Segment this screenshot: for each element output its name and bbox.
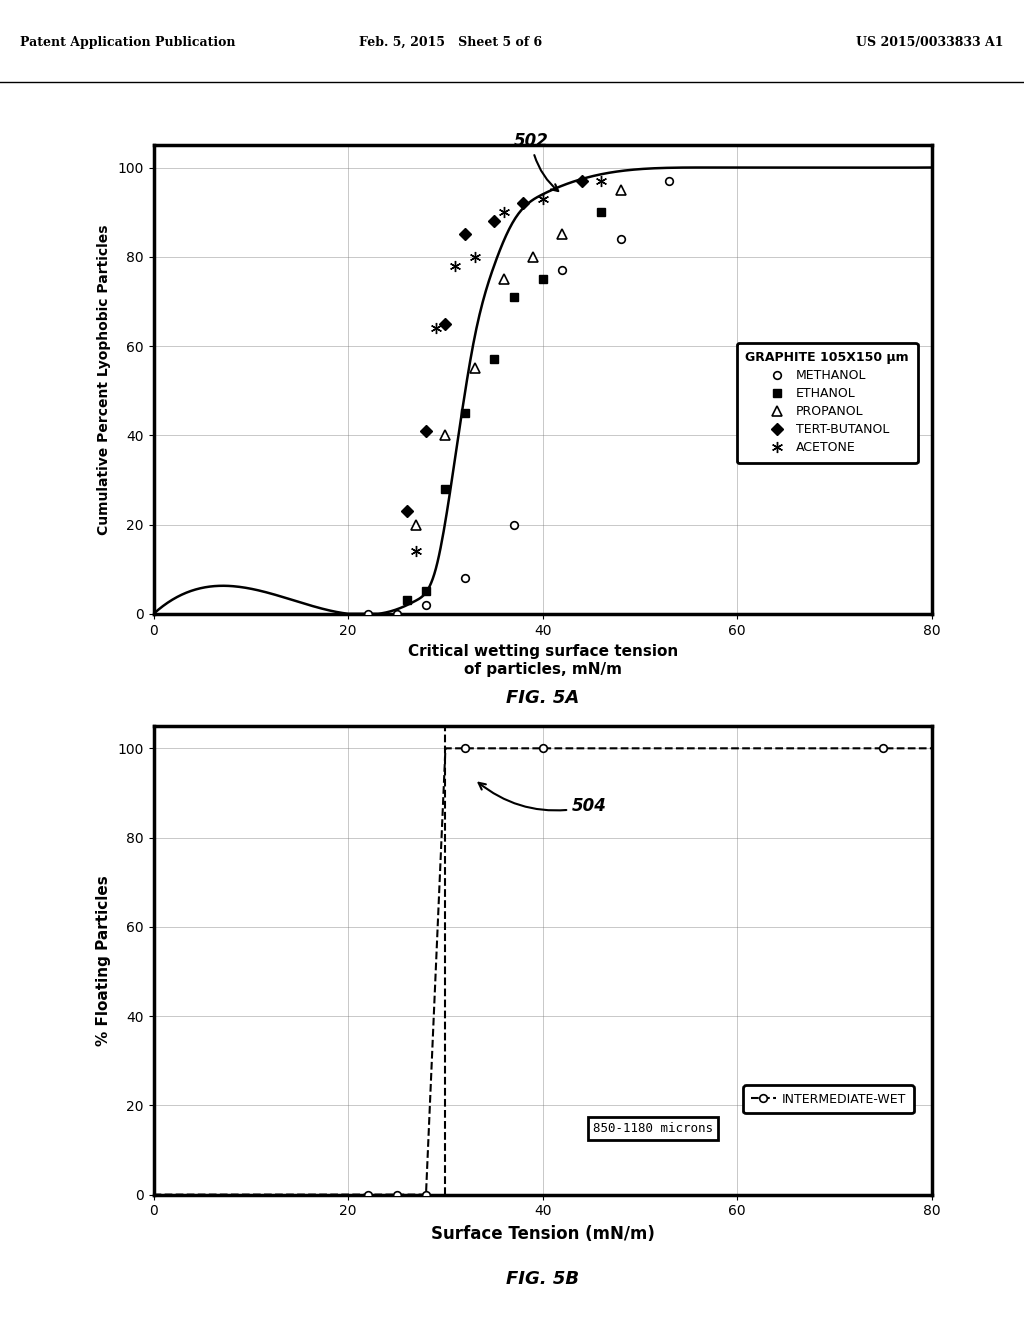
Legend: INTERMEDIATE-WET: INTERMEDIATE-WET bbox=[743, 1085, 913, 1113]
Legend: METHANOL, ETHANOL, PROPANOL, TERT-BUTANOL, ACETONE: METHANOL, ETHANOL, PROPANOL, TERT-BUTANO… bbox=[736, 343, 918, 463]
Text: 850-1180 microns: 850-1180 microns bbox=[593, 1122, 714, 1135]
Text: 504: 504 bbox=[478, 783, 607, 816]
X-axis label: Surface Tension (mN/m): Surface Tension (mN/m) bbox=[431, 1225, 654, 1243]
Text: US 2015/0033833 A1: US 2015/0033833 A1 bbox=[856, 36, 1004, 49]
Text: Feb. 5, 2015   Sheet 5 of 6: Feb. 5, 2015 Sheet 5 of 6 bbox=[359, 36, 542, 49]
Y-axis label: Cumulative Percent Lyophobic Particles: Cumulative Percent Lyophobic Particles bbox=[96, 224, 111, 535]
Text: FIG. 5A: FIG. 5A bbox=[506, 689, 580, 708]
Text: 502: 502 bbox=[514, 132, 558, 191]
Y-axis label: % Floating Particles: % Floating Particles bbox=[95, 875, 111, 1045]
Text: FIG. 5B: FIG. 5B bbox=[506, 1270, 580, 1288]
X-axis label: Critical wetting surface tension
of particles, mN/m: Critical wetting surface tension of part… bbox=[408, 644, 678, 677]
Text: Patent Application Publication: Patent Application Publication bbox=[20, 36, 236, 49]
